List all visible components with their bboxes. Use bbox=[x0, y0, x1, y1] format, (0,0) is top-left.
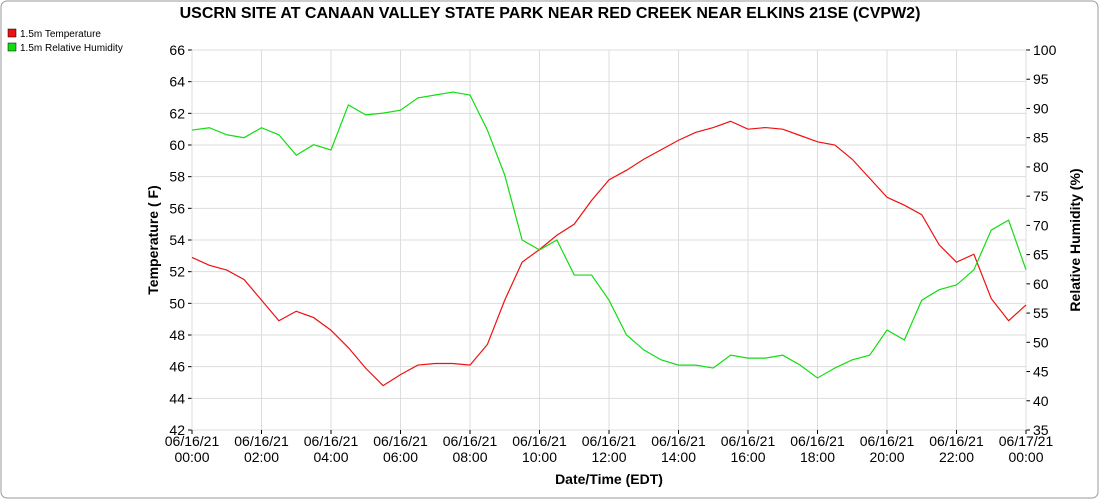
chart-title: USCRN SITE AT CANAAN VALLEY STATE PARK N… bbox=[180, 5, 921, 22]
y-tick-label: 66 bbox=[169, 42, 185, 58]
y-axis-label: Temperature ( F) bbox=[145, 185, 161, 294]
x-tick-label: 06/16/21 14:00 bbox=[651, 433, 706, 465]
y2-tick-label: 90 bbox=[1033, 100, 1049, 116]
x-tick-label: 06/17/21 00:00 bbox=[999, 433, 1054, 465]
y-tick-label: 46 bbox=[169, 359, 185, 375]
y-tick-label: 42 bbox=[169, 422, 185, 438]
y-tick-label: 48 bbox=[169, 327, 185, 343]
y2-tick-label: 45 bbox=[1033, 364, 1049, 380]
x-tick-label: 06/16/21 16:00 bbox=[721, 433, 776, 465]
line-series bbox=[191, 120, 1027, 387]
x-axis-label: Date/Time (EDT) bbox=[555, 471, 663, 487]
x-tick-label: 06/16/21 08:00 bbox=[443, 433, 498, 465]
x-tick-label: 06/16/21 18:00 bbox=[790, 433, 845, 465]
y2-tick-label: 60 bbox=[1033, 276, 1049, 292]
x-tick-label: 06/16/21 12:00 bbox=[582, 433, 637, 465]
legend-label: 1.5m Temperature bbox=[20, 29, 101, 40]
y2-tick-label: 50 bbox=[1033, 334, 1049, 350]
x-tick-label: 06/16/21 00:00 bbox=[165, 433, 220, 465]
y2-axis-label: Relative Humidity (%) bbox=[1067, 168, 1083, 311]
x-tick-label: 06/16/21 02:00 bbox=[234, 433, 289, 465]
x-tick-label: 06/16/21 06:00 bbox=[373, 433, 428, 465]
y2-tick-label: 75 bbox=[1033, 188, 1049, 204]
x-tick-label: 06/16/21 20:00 bbox=[860, 433, 915, 465]
y2-tick-label: 100 bbox=[1033, 42, 1057, 58]
y2-tick-label: 55 bbox=[1033, 305, 1049, 321]
y-tick-label: 54 bbox=[169, 232, 185, 248]
x-tick-label: 06/16/21 10:00 bbox=[512, 433, 567, 465]
y2-tick-label: 40 bbox=[1033, 393, 1049, 409]
y-tick-label: 44 bbox=[169, 390, 185, 406]
legend-swatch bbox=[7, 42, 17, 52]
y2-tick-label: 35 bbox=[1033, 422, 1049, 438]
x-tick-label: 06/16/21 22:00 bbox=[929, 433, 984, 465]
y-tick-label: 56 bbox=[169, 200, 185, 216]
y-tick-label: 50 bbox=[169, 295, 185, 311]
y2-tick-label: 80 bbox=[1033, 159, 1049, 175]
line-series bbox=[191, 91, 1027, 379]
y-tick-label: 62 bbox=[169, 105, 185, 121]
legend-swatch bbox=[7, 28, 17, 38]
x-tick-label: 06/16/21 04:00 bbox=[304, 433, 359, 465]
y-tick-label: 64 bbox=[169, 74, 185, 90]
y2-tick-label: 85 bbox=[1033, 130, 1049, 146]
y-tick-label: 58 bbox=[169, 169, 185, 185]
y-tick-label: 60 bbox=[169, 137, 185, 153]
y2-tick-label: 65 bbox=[1033, 247, 1049, 263]
legend-label: 1.5m Relative Humidity bbox=[20, 43, 123, 54]
y2-tick-label: 95 bbox=[1033, 71, 1049, 87]
y-tick-label: 52 bbox=[169, 264, 185, 280]
y2-tick-label: 70 bbox=[1033, 217, 1049, 233]
